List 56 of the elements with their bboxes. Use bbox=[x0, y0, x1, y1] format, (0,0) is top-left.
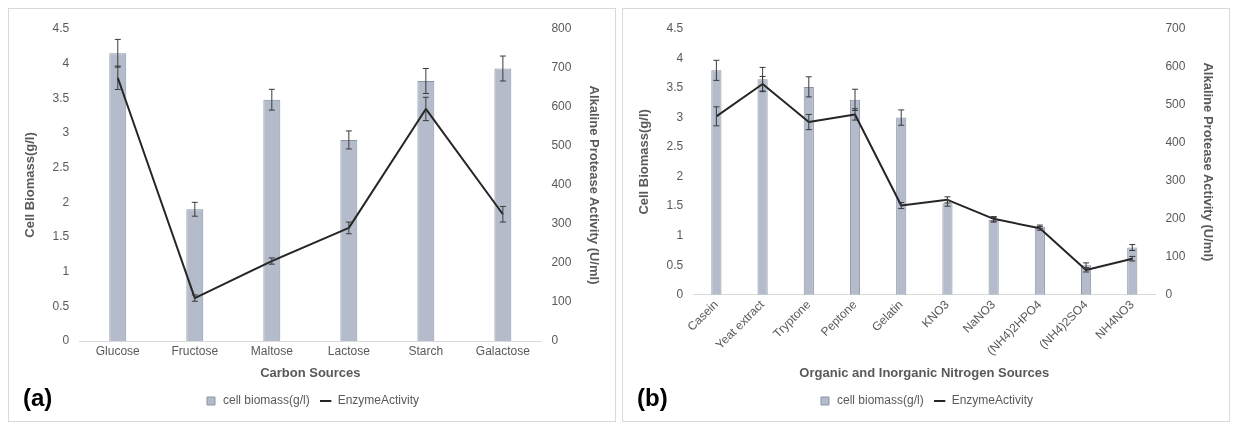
y-tick-label: 3.5 bbox=[52, 90, 70, 105]
y-tick-label: 0 bbox=[62, 333, 70, 348]
y-tick-label: 2.5 bbox=[52, 159, 70, 174]
y-tick-label: 0.5 bbox=[52, 298, 70, 313]
text: (a) bbox=[23, 383, 53, 411]
y2-tick-label: 500 bbox=[1165, 97, 1186, 112]
point bbox=[1082, 267, 1090, 273]
y-tick-label: 0 bbox=[676, 287, 684, 302]
y-tick-label: 4.5 bbox=[666, 21, 684, 36]
y2-axis-title: Alkaline Protease Activity (U/ml) bbox=[1200, 62, 1216, 262]
x-tick-label: Maltose bbox=[250, 343, 294, 358]
legend-label: EnzymeActivity bbox=[337, 393, 420, 408]
y-tick-label: 1.5 bbox=[666, 198, 684, 213]
y-tick-label: 0.5 bbox=[666, 257, 684, 272]
y-tick-label: 1 bbox=[676, 228, 684, 243]
y2-tick-label: 100 bbox=[1165, 249, 1186, 264]
x-tick-label: Glucose bbox=[95, 343, 141, 358]
x-tick-label: Galactose bbox=[475, 343, 531, 358]
y-axis-title: Cell Biomass(g/l) bbox=[636, 109, 652, 215]
legend-label: cell biomass(g/l) bbox=[222, 393, 310, 408]
y2-tick-label: 600 bbox=[1165, 59, 1186, 74]
y2-tick-label: 800 bbox=[551, 21, 572, 36]
y-tick-label: 4 bbox=[62, 55, 70, 70]
y2-tick-label: 0 bbox=[1165, 287, 1173, 302]
y-tick-label: 4 bbox=[676, 50, 684, 65]
y2-tick-label: 400 bbox=[1165, 135, 1186, 150]
y2-axis-title: Alkaline Protease Activity (U/ml) bbox=[586, 85, 602, 285]
y-tick-label: 1.5 bbox=[52, 229, 70, 244]
legend-label: cell biomass(g/l) bbox=[836, 393, 924, 408]
x-axis-title: Organic and Inorganic Nitrogen Sources bbox=[799, 364, 1050, 380]
y2-tick-label: 300 bbox=[1165, 173, 1186, 188]
x-tick-label: Fructose bbox=[171, 343, 219, 358]
x-tick-label: Lactose bbox=[327, 343, 371, 358]
y-axis-title: Cell Biomass(g/l) bbox=[22, 132, 38, 238]
y2-tick-label: 0 bbox=[551, 333, 559, 348]
y2-tick-label: 200 bbox=[551, 255, 572, 270]
y2-tick-label: 300 bbox=[551, 216, 572, 231]
y-tick-label: 4.5 bbox=[52, 21, 70, 36]
y2-tick-label: 500 bbox=[551, 138, 572, 153]
y-tick-label: 1 bbox=[62, 263, 70, 278]
y-tick-label: 3.5 bbox=[666, 80, 684, 95]
y2-tick-label: 400 bbox=[551, 177, 572, 192]
y2-tick-label: 700 bbox=[551, 60, 572, 75]
y2-tick-label: 700 bbox=[1165, 21, 1186, 36]
y-tick-label: 3 bbox=[62, 125, 70, 140]
x-tick-label: Starch bbox=[408, 343, 444, 358]
y2-tick-label: 600 bbox=[551, 99, 572, 114]
y-tick-label: 3 bbox=[676, 109, 684, 124]
y2-tick-label: 100 bbox=[551, 294, 572, 309]
y-tick-label: 2.5 bbox=[666, 139, 684, 154]
y-tick-label: 2 bbox=[62, 194, 70, 209]
legend-label: EnzymeActivity bbox=[951, 393, 1034, 408]
y2-tick-label: 200 bbox=[1165, 211, 1186, 226]
text: (b) bbox=[637, 383, 668, 411]
x-axis-title: Carbon Sources bbox=[260, 364, 361, 380]
y-tick-label: 2 bbox=[676, 168, 684, 183]
